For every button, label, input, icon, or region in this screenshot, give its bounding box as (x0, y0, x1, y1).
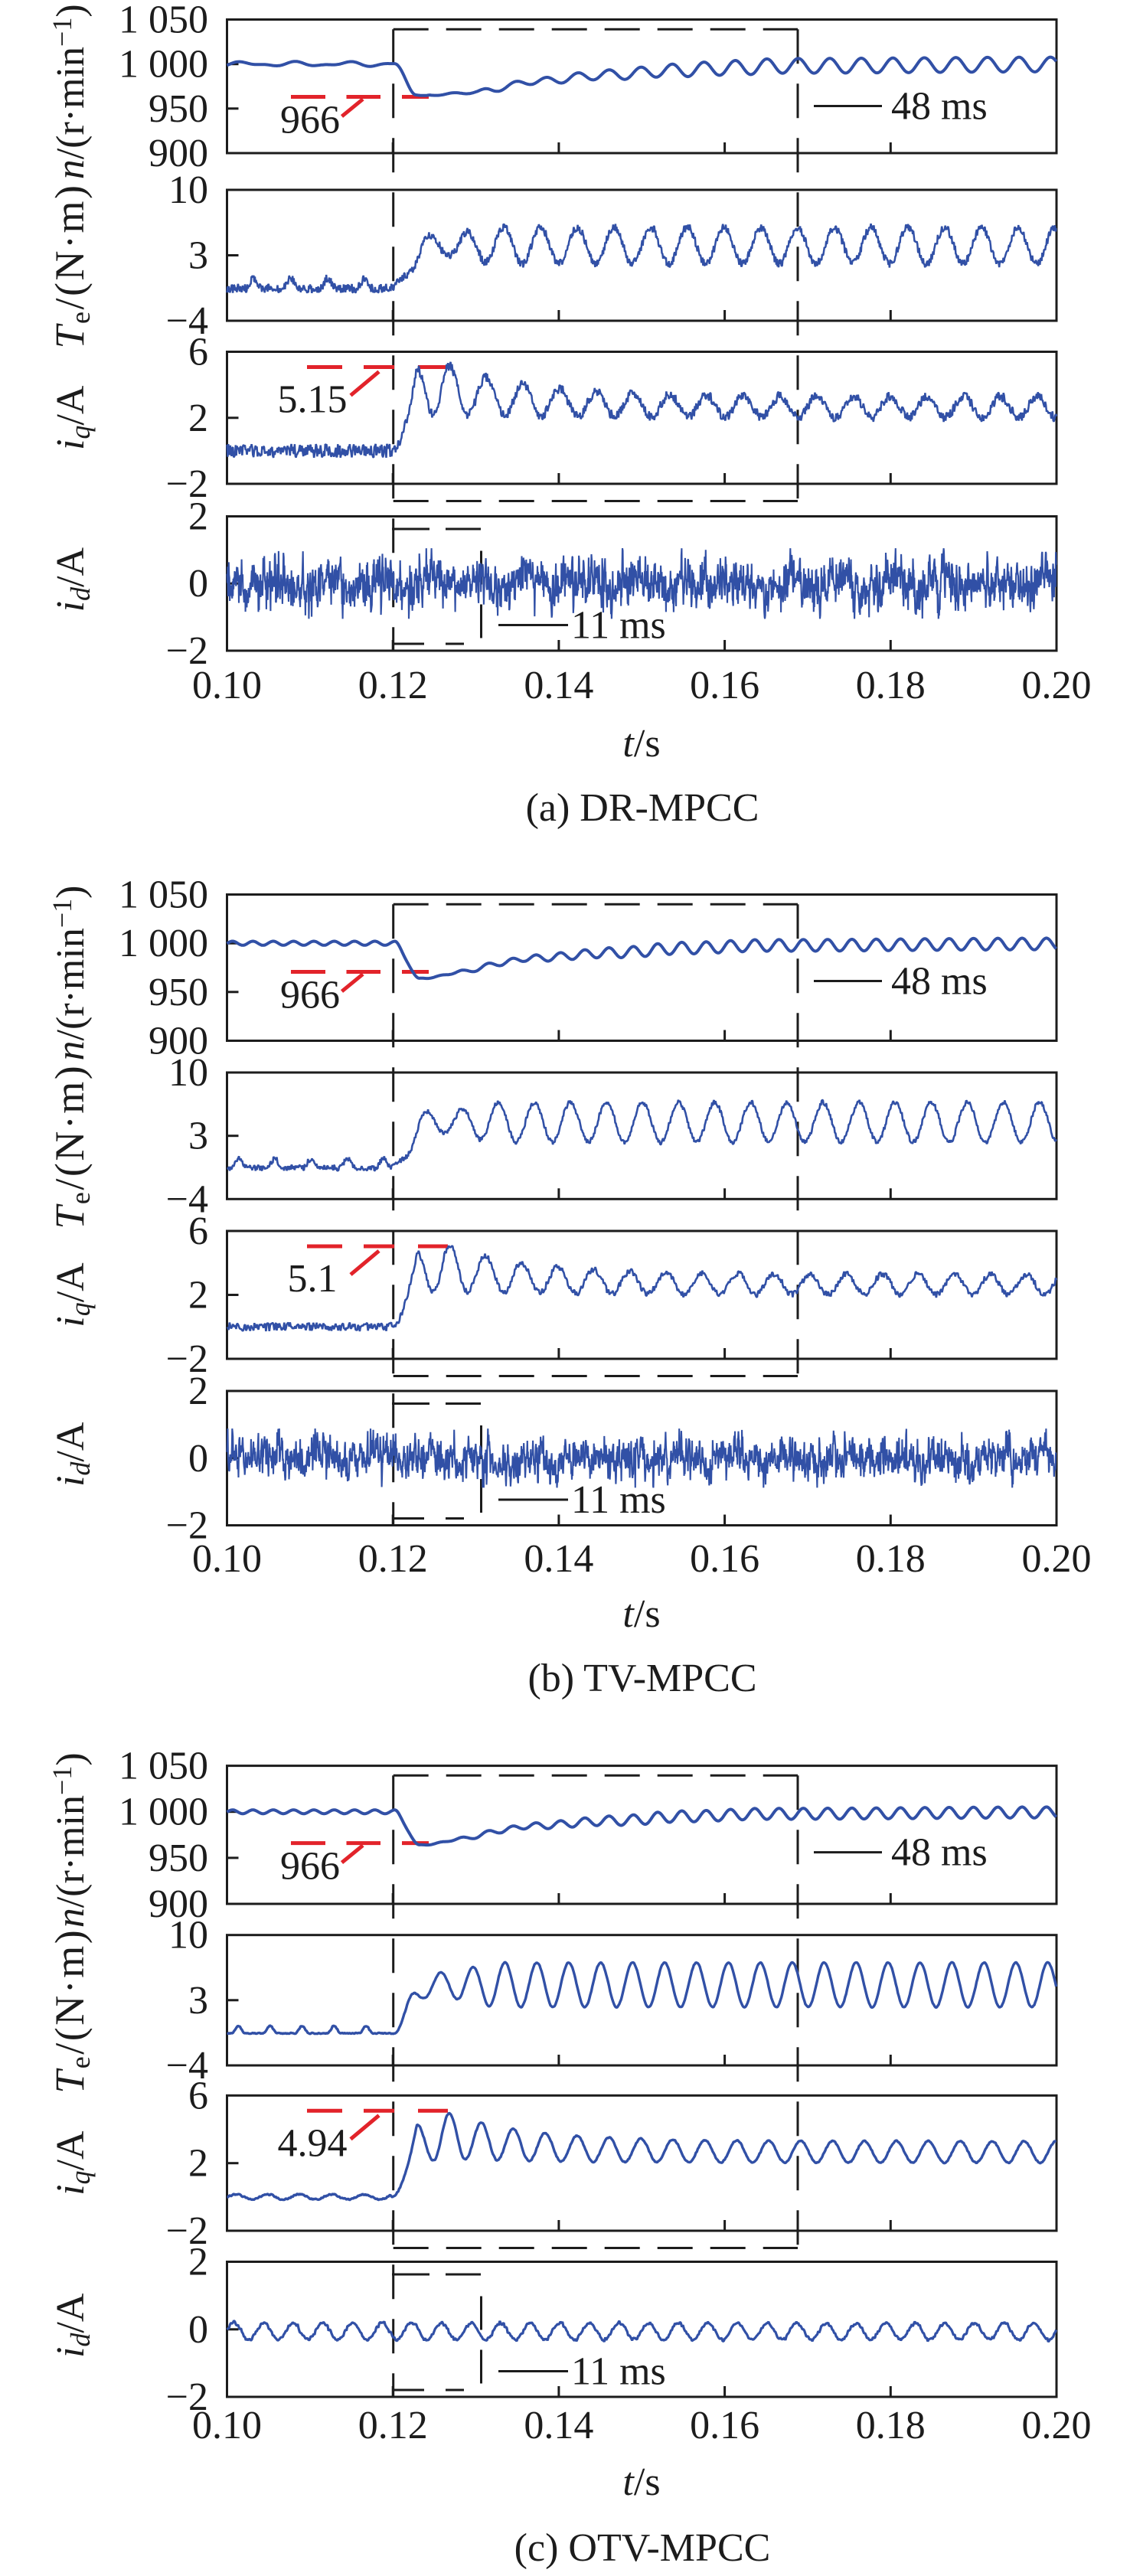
svg-text:0.20: 0.20 (1022, 1537, 1092, 1581)
svg-text:0.14: 0.14 (524, 664, 593, 707)
svg-text:2: 2 (188, 2142, 208, 2186)
svg-text:900: 900 (149, 1020, 208, 1063)
svg-text:(b) TV-MPCC: (b) TV-MPCC (527, 1657, 756, 1700)
svg-text:0.10: 0.10 (192, 664, 262, 707)
svg-text:0.10: 0.10 (192, 2404, 262, 2447)
svg-text:2: 2 (188, 495, 208, 539)
svg-text:10: 10 (168, 1914, 208, 1957)
svg-text:950: 950 (149, 1837, 208, 1880)
svg-text:950: 950 (149, 971, 208, 1014)
svg-text:11 ms: 11 ms (571, 604, 666, 648)
svg-text:900: 900 (149, 132, 208, 175)
svg-text:iq/A: iq/A (49, 2130, 96, 2196)
svg-text:t/s: t/s (622, 722, 660, 766)
svg-text:t/s: t/s (622, 2460, 660, 2504)
svg-text:−4: −4 (166, 2044, 208, 2088)
svg-text:id/A: id/A (49, 2293, 96, 2358)
svg-text:0.16: 0.16 (690, 1537, 759, 1581)
svg-text:3: 3 (188, 234, 208, 278)
svg-text:0.18: 0.18 (856, 2404, 926, 2447)
svg-text:(a) DR-MPCC: (a) DR-MPCC (526, 786, 759, 830)
svg-text:1 050: 1 050 (119, 873, 208, 917)
svg-text:0.12: 0.12 (358, 664, 428, 707)
svg-text:Te/(N·m): Te/(N·m) (47, 1064, 96, 1229)
svg-text:0.18: 0.18 (856, 1537, 926, 1581)
svg-text:−4: −4 (166, 1177, 208, 1221)
svg-text:2: 2 (188, 1370, 208, 1413)
svg-text:0.16: 0.16 (690, 2404, 759, 2447)
svg-text:0: 0 (188, 2308, 208, 2352)
svg-text:2: 2 (188, 2241, 208, 2284)
svg-text:900: 900 (149, 1882, 208, 1926)
svg-text:6: 6 (188, 1210, 208, 1253)
svg-text:iq/A: iq/A (49, 1262, 96, 1327)
svg-text:48 ms: 48 ms (891, 1831, 988, 1875)
svg-text:5.15: 5.15 (278, 378, 348, 422)
svg-text:0.18: 0.18 (856, 664, 926, 707)
svg-text:6: 6 (188, 2074, 208, 2117)
svg-text:−4: −4 (166, 299, 208, 343)
svg-text:3: 3 (188, 1979, 208, 2023)
svg-text:966: 966 (280, 1845, 340, 1889)
svg-text:3: 3 (188, 1115, 208, 1158)
svg-text:n/(r·min−1): n/(r·min−1) (47, 4, 93, 179)
svg-text:−2: −2 (166, 462, 208, 506)
svg-text:id/A: id/A (49, 1422, 96, 1487)
svg-text:4.94: 4.94 (278, 2121, 348, 2165)
svg-text:10: 10 (168, 168, 208, 212)
svg-text:−2: −2 (166, 2209, 208, 2253)
svg-text:6: 6 (188, 331, 208, 374)
svg-text:0: 0 (188, 1437, 208, 1481)
svg-text:(c) OTV-MPCC: (c) OTV-MPCC (514, 2526, 771, 2570)
svg-text:0.10: 0.10 (192, 1537, 262, 1581)
svg-text:10: 10 (168, 1051, 208, 1095)
svg-text:966: 966 (280, 974, 340, 1017)
svg-text:0.20: 0.20 (1022, 664, 1092, 707)
svg-text:−2: −2 (166, 629, 208, 673)
svg-text:0.20: 0.20 (1022, 2404, 1092, 2447)
svg-text:2: 2 (188, 1274, 208, 1317)
svg-text:0.12: 0.12 (358, 2404, 428, 2447)
svg-text:iq/A: iq/A (49, 385, 96, 450)
svg-text:0.14: 0.14 (524, 2404, 593, 2447)
svg-text:0.14: 0.14 (524, 1537, 593, 1581)
svg-text:Te/(N·m): Te/(N·m) (47, 1928, 96, 2094)
svg-text:1 000: 1 000 (119, 43, 208, 87)
svg-text:950: 950 (149, 87, 208, 131)
svg-text:1 050: 1 050 (119, 1745, 208, 1788)
svg-text:Te/(N·m): Te/(N·m) (47, 184, 96, 349)
svg-text:11 ms: 11 ms (571, 1478, 666, 1522)
svg-text:−2: −2 (166, 1504, 208, 1548)
svg-text:11 ms: 11 ms (571, 2350, 666, 2394)
svg-text:−2: −2 (166, 1337, 208, 1381)
svg-text:1 050: 1 050 (119, 0, 208, 42)
svg-text:5.1: 5.1 (288, 1257, 338, 1301)
svg-text:id/A: id/A (49, 547, 96, 612)
svg-text:t/s: t/s (622, 1592, 660, 1636)
svg-text:−2: −2 (166, 2375, 208, 2419)
svg-text:48 ms: 48 ms (891, 960, 988, 1004)
svg-text:0.12: 0.12 (358, 1537, 428, 1581)
svg-text:0.16: 0.16 (690, 664, 759, 707)
svg-text:1 000: 1 000 (119, 922, 208, 965)
svg-text:48 ms: 48 ms (891, 85, 988, 129)
svg-text:2: 2 (188, 397, 208, 440)
svg-text:1 000: 1 000 (119, 1791, 208, 1834)
svg-text:966: 966 (280, 99, 340, 142)
svg-text:0: 0 (188, 562, 208, 606)
